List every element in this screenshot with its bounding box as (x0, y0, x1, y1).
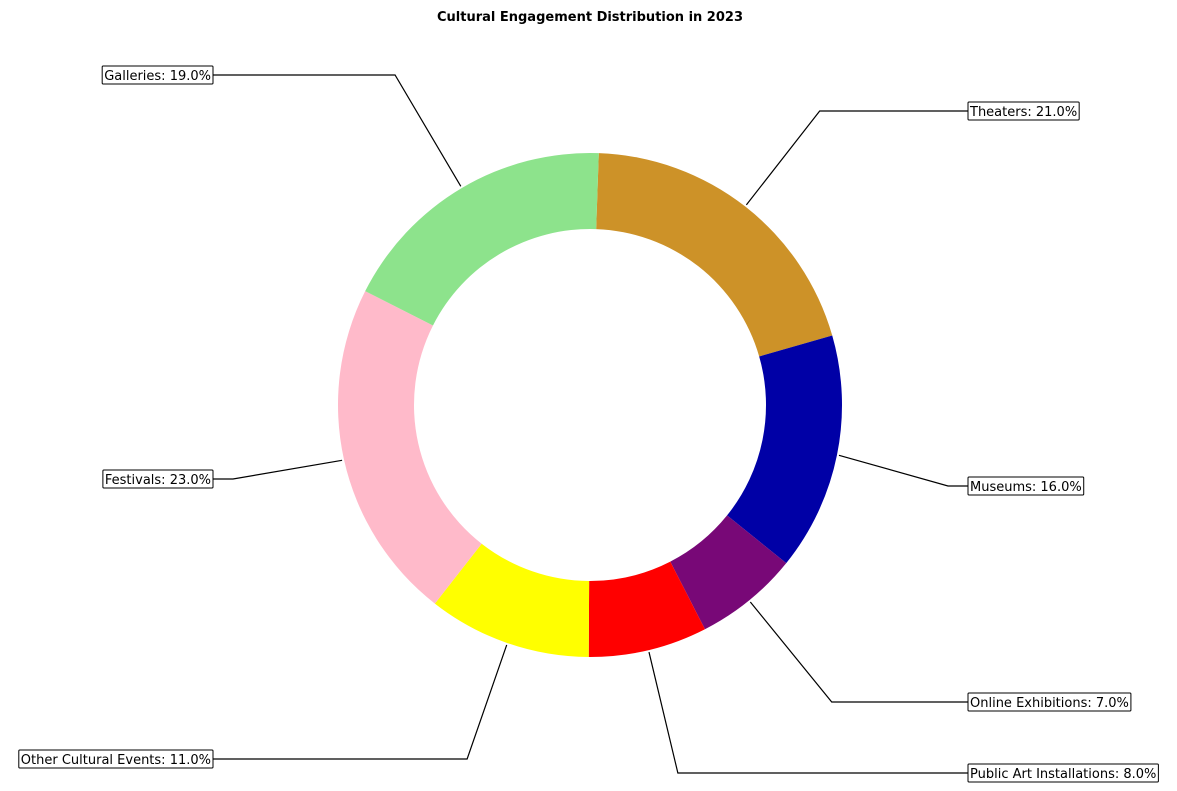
leader-line (745, 110, 968, 206)
chart-title: Cultural Engagement Distribution in 2023 (437, 10, 743, 25)
slice-label-box (967, 101, 1080, 121)
slice-museums (727, 335, 843, 564)
leader-line (838, 454, 968, 487)
slice-label-box (101, 65, 214, 85)
slice-galleries (365, 153, 599, 326)
slices-group (338, 153, 843, 657)
slice-label-box (967, 763, 1159, 783)
leader-line (648, 651, 968, 774)
slice-other-cultural-events (434, 543, 590, 657)
slice-label: Online Exhibitions: 7.0% (970, 696, 1129, 711)
slice-label-box (967, 476, 1085, 496)
slice-label-box (102, 469, 214, 489)
slice-label: Galleries: 19.0% (104, 69, 211, 84)
slice-label: Public Art Installations: 8.0% (970, 767, 1156, 782)
slice-festivals (338, 291, 482, 604)
slice-label: Theaters: 21.0% (969, 105, 1077, 120)
labels-group: Theaters: 21.0% Museums: 16.0% Online Exhi… (18, 65, 1159, 783)
leader-line (749, 601, 968, 703)
slice-theaters (596, 153, 833, 357)
slice-label-box (967, 692, 1132, 712)
leader-line (213, 459, 343, 480)
slice-label: Other Cultural Events: 11.0% (21, 753, 211, 768)
slice-public-art-installations (588, 561, 705, 657)
slice-label-box (18, 749, 214, 769)
slice-label: Museums: 16.0% (970, 480, 1082, 495)
leader-line (213, 644, 508, 760)
slice-online-exhibitions (670, 515, 787, 630)
leader-line (213, 74, 462, 187)
slice-label: Festivals: 23.0% (105, 473, 211, 488)
